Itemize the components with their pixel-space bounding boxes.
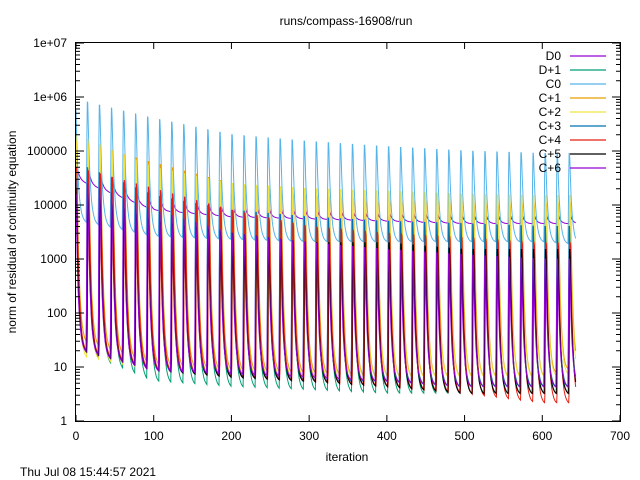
legend-label: D0 bbox=[546, 49, 562, 63]
legend-label: C+3 bbox=[539, 119, 562, 133]
timestamp-footer: Thu Jul 08 15:44:57 2021 bbox=[20, 465, 157, 479]
x-tick-label: 200 bbox=[221, 429, 241, 443]
legend-label: D+1 bbox=[539, 63, 562, 77]
plot-frame bbox=[75, 42, 621, 422]
x-tick-label: 100 bbox=[144, 429, 164, 443]
x-tick-label: 400 bbox=[377, 429, 397, 443]
x-tick-label: 300 bbox=[299, 429, 319, 443]
y-tick-label: 10 bbox=[54, 360, 68, 374]
y-tick-label: 100 bbox=[47, 306, 67, 320]
series-layer bbox=[75, 101, 577, 404]
axis-layer: 0 100 200 300 400 500 600 700 1 10 100 1000 10000 100… bbox=[27, 36, 630, 443]
y-axis-label: norm of residual of continuity equation bbox=[5, 131, 19, 334]
series-line-d0 bbox=[75, 162, 576, 225]
legend-label: C+2 bbox=[539, 105, 562, 119]
series-line-c0 bbox=[75, 101, 577, 245]
legend-label: C+1 bbox=[539, 91, 562, 105]
legend-label: C0 bbox=[546, 77, 562, 91]
x-tick-label: 700 bbox=[610, 429, 630, 443]
x-axis-label: iteration bbox=[326, 450, 369, 464]
legend-label: C+6 bbox=[539, 161, 562, 175]
x-tick-label: 500 bbox=[455, 429, 475, 443]
x-tick-label: 600 bbox=[532, 429, 552, 443]
y-tick-label: 10000 bbox=[34, 198, 68, 212]
y-tick-label: 1000 bbox=[40, 252, 67, 266]
y-tick-label: 1e+06 bbox=[33, 90, 67, 104]
y-tick-label: 1 bbox=[60, 414, 67, 428]
series-line-cplus6 bbox=[75, 182, 577, 389]
y-tick-label: 100000 bbox=[27, 144, 67, 158]
legend-label: C+5 bbox=[539, 147, 562, 161]
chart-title: runs/compass-16908/run bbox=[280, 14, 413, 28]
y-tick-label: 1e+07 bbox=[33, 36, 67, 50]
legend-label: C+4 bbox=[539, 133, 562, 147]
x-tick-label: 0 bbox=[73, 429, 80, 443]
